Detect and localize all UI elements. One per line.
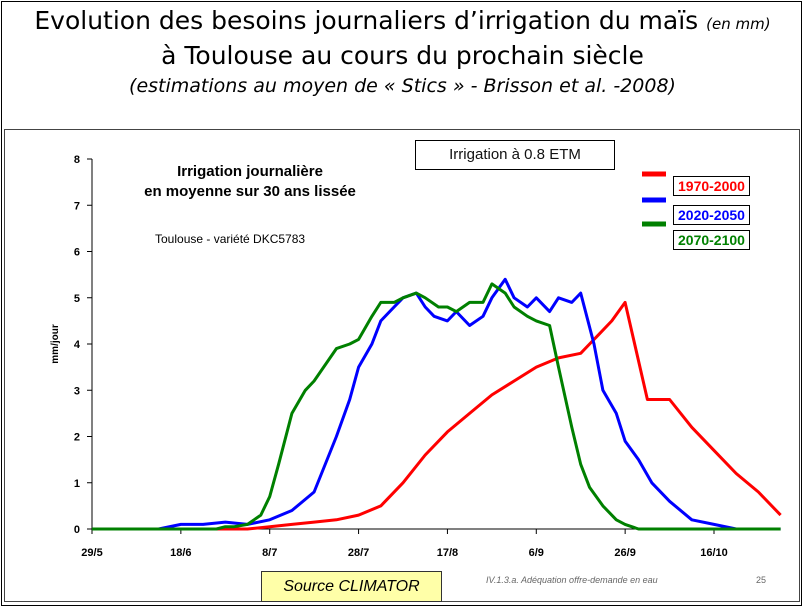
footer-text: IV.1.3.a. Adéquation offre-demande en ea… — [486, 575, 658, 585]
series-line-2020-2050 — [92, 277, 781, 531]
y-tick-label: 6 — [74, 247, 80, 259]
y-tick-label: 3 — [74, 385, 80, 397]
chart-title-line: Irrigation journalière — [177, 163, 323, 180]
legend-2020-2050: 2020-2050 — [673, 205, 750, 225]
y-tick-label: 1 — [74, 478, 80, 490]
y-tick-label: 5 — [74, 293, 80, 305]
y-axis-label: mm/jour — [50, 324, 61, 364]
title-unit: (en mm) — [706, 15, 771, 33]
x-tick-label: 26/9 — [614, 547, 635, 559]
y-tick-label: 2 — [74, 432, 80, 444]
x-tick-label: 6/9 — [529, 547, 544, 559]
x-tick-label: 17/8 — [437, 547, 458, 559]
chart-subtitle: Toulouse - variété DKC5783 — [155, 232, 305, 246]
series-line-2070-2100 — [92, 282, 781, 531]
y-tick-label: 7 — [74, 200, 80, 212]
x-tick-label: 28/7 — [348, 547, 369, 559]
irrigation-label: Irrigation à 0.8 ETM — [415, 140, 615, 170]
slide-title: Evolution des besoins journaliers d’irri… — [0, 6, 805, 99]
title-line1: Evolution des besoins journaliers d’irri… — [34, 6, 699, 35]
title-line3: (estimations au moyen de « Stics » - Bri… — [129, 75, 676, 97]
x-tick-label: 16/10 — [700, 547, 728, 559]
source-label: Source CLIMATOR — [261, 571, 442, 602]
chart-title-line: en moyenne sur 30 ans lissée — [144, 183, 356, 200]
legend-2070-2100: 2070-2100 — [673, 230, 750, 250]
x-tick-label: 18/6 — [170, 547, 191, 559]
legend-1970-2000: 1970-2000 — [673, 176, 750, 196]
y-tick-label: 4 — [74, 339, 81, 351]
title-line2: à Toulouse au cours du prochain siècle — [161, 41, 644, 70]
x-tick-label: 8/7 — [262, 547, 277, 559]
x-tick-label: 29/5 — [81, 547, 102, 559]
series-line-1970-2000 — [92, 300, 782, 531]
y-tick-label: 8 — [74, 154, 80, 166]
page-number: 25 — [756, 575, 767, 585]
y-tick-label: 0 — [74, 524, 80, 536]
